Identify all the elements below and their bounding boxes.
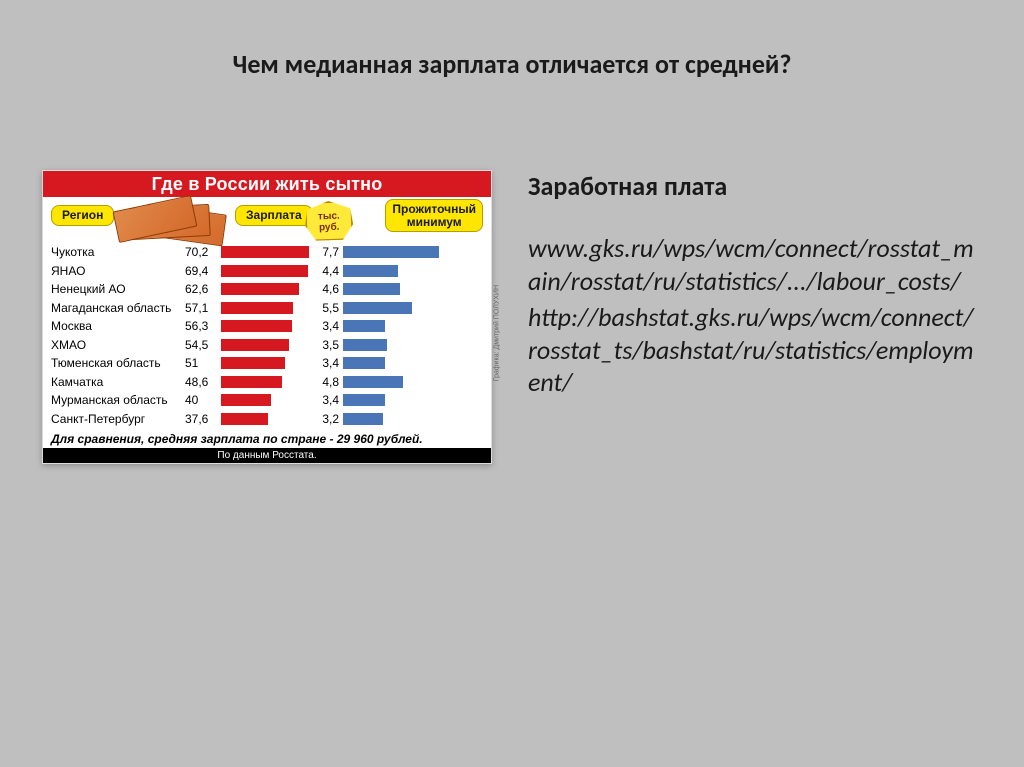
infographic-title: Где в России жить сытно [43,171,491,197]
infographic: Где в России жить сытно Регион Зарплата … [42,170,492,464]
min-value: 3,4 [313,319,343,333]
slide-title: Чем медианная зарплата отличается от сре… [0,0,1024,80]
min-bar [343,246,439,258]
region-label: Чукотка [43,245,185,259]
min-value: 4,4 [313,264,343,278]
salary-bar [221,413,268,425]
min-value: 7,7 [313,245,343,259]
region-label: Санкт-Петербург [43,412,185,426]
region-label: Мурманская область [43,393,185,407]
salary-value: 51 [185,356,221,370]
right-heading: Заработная плата [528,170,982,202]
region-label: Ненецкий АО [43,282,185,296]
min-value: 4,6 [313,282,343,296]
min-bar [343,320,385,332]
region-label: Тюменская область [43,356,185,370]
salary-bar [221,283,299,295]
money-icon [115,203,225,241]
left-column: Где в России жить сытно Регион Зарплата … [42,170,492,464]
infographic-footnote: Для сравнения, средняя зарплата по стран… [43,428,491,448]
salary-bar [221,357,285,369]
ruble-badge: тыс.руб. [304,200,353,242]
min-value: 5,5 [313,301,343,315]
salary-value: 37,6 [185,412,221,426]
pill-min: Прожиточныйминимум [385,199,483,232]
min-bar [343,376,403,388]
salary-bar [221,394,271,406]
chart-area: Графика: Дмитрий ПОЛУХИН Чукотка70,27,7Я… [43,241,491,428]
infographic-legend-row: Регион Зарплата тыс.руб. Прожиточныймини… [43,197,491,241]
chart-rows: Чукотка70,2 7,7 ЯНАО69,4 4,4 Ненецкий АО62,6… [43,241,491,428]
table-row: Мурманская область40 3,4 [43,391,491,410]
salary-value: 54,5 [185,338,221,352]
min-bar [343,302,412,314]
min-bar [343,413,383,425]
table-row: Москва56,3 3,4 [43,317,491,336]
min-value: 3,2 [313,412,343,426]
salary-value: 69,4 [185,264,221,278]
salary-value: 56,3 [185,319,221,333]
table-row: Камчатка48,6 4,8 [43,373,491,392]
salary-bar [221,302,293,314]
min-bar [343,265,398,277]
pill-region: Регион [51,205,114,226]
region-label: ХМАО [43,338,185,352]
content-area: Где в России жить сытно Регион Зарплата … [0,80,1024,464]
salary-value: 48,6 [185,375,221,389]
region-label: Москва [43,319,185,333]
salary-bar [221,320,292,332]
salary-value: 40 [185,393,221,407]
salary-value: 62,6 [185,282,221,296]
right-body: www.gks.ru/wps/wcm/connect/rosstat_main/… [528,232,982,399]
right-column: Заработная плата www.gks.ru/wps/wcm/conn… [520,170,982,464]
min-value: 3,4 [313,393,343,407]
salary-bar [221,339,289,351]
region-label: ЯНАО [43,264,185,278]
table-row: ХМАО54,5 3,5 [43,336,491,355]
min-bar [343,283,400,295]
min-bar [343,357,385,369]
table-row: Ненецкий АО62,6 4,6 [43,280,491,299]
table-row: ЯНАО69,4 4,4 [43,262,491,281]
region-label: Магаданская область [43,301,185,315]
min-value: 3,5 [313,338,343,352]
min-value: 4,8 [313,375,343,389]
salary-bar [221,246,309,258]
table-row: Санкт-Петербург37,6 3,2 [43,410,491,429]
pill-salary: Зарплата [235,205,313,226]
infographic-source: По данным Росстата. [43,448,491,463]
salary-bar [221,265,308,277]
salary-bar [221,376,282,388]
salary-value: 57,1 [185,301,221,315]
min-bar [343,394,385,406]
salary-value: 70,2 [185,245,221,259]
table-row: Тюменская область51 3,4 [43,354,491,373]
min-value: 3,4 [313,356,343,370]
graphic-credit: Графика: Дмитрий ПОЛУХИН [493,285,500,381]
region-label: Камчатка [43,375,185,389]
table-row: Чукотка70,2 7,7 [43,243,491,262]
table-row: Магаданская область57,1 5,5 [43,299,491,318]
min-bar [343,339,387,351]
